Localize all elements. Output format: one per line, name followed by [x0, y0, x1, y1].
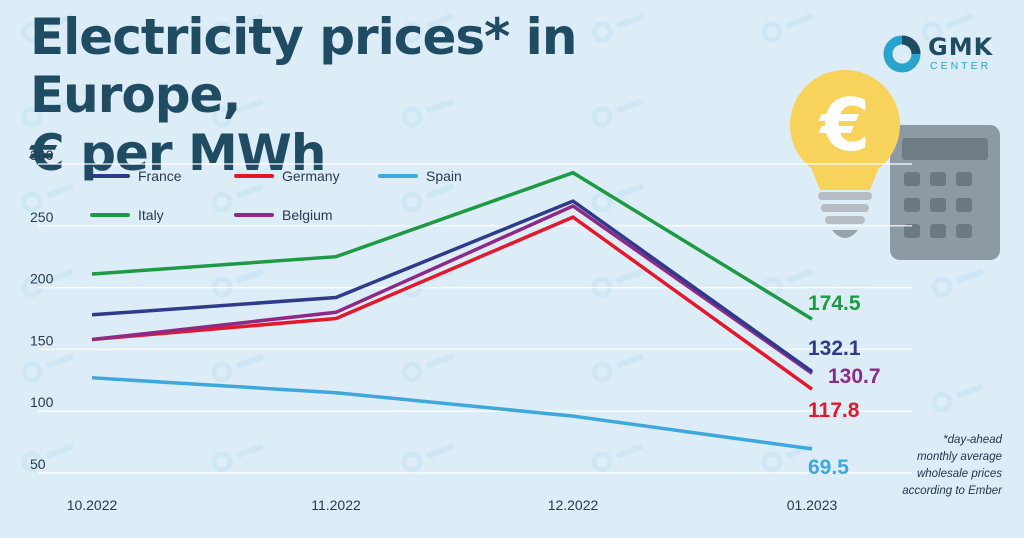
y-tick-label: 200	[30, 271, 54, 287]
legend-item-france: France	[90, 168, 182, 184]
footnote: *day-ahead monthly average wholesale pri…	[862, 432, 1002, 500]
legend-label: Belgium	[282, 207, 333, 223]
x-tick-label: 10.2022	[67, 497, 118, 513]
chart-title: Electricity prices* in Europe, € per MWh	[30, 8, 770, 182]
legend-item-belgium: Belgium	[234, 207, 333, 223]
y-tick-label: 300	[30, 147, 54, 163]
series-line-germany	[91, 215, 814, 391]
x-tick-label: 12.2022	[548, 497, 599, 513]
y-tick-label: 100	[30, 394, 54, 410]
title-line-2: € per MWh	[30, 124, 326, 182]
x-tick-label: 01.2023	[787, 497, 838, 513]
legend-label: Germany	[282, 168, 340, 184]
lightbulb-icon: €	[790, 70, 900, 238]
footnote-line: monthly average	[916, 451, 1002, 463]
logo-ring-icon	[883, 35, 921, 73]
end-label-germany: 117.8	[808, 399, 860, 422]
logo-subtitle: CENTER	[930, 60, 992, 72]
y-tick-label: 250	[30, 209, 54, 225]
y-tick-label: 150	[30, 332, 54, 348]
series-lines	[91, 170, 814, 451]
y-axis-ticks: 50 100 150 200 250 300	[30, 147, 54, 472]
x-tick-label: 11.2022	[311, 497, 361, 513]
grid	[38, 163, 912, 474]
legend-label: Spain	[426, 168, 462, 184]
gmk-center-logo: GMK CENTER	[882, 32, 1002, 76]
footnote-line: wholesale prices	[916, 468, 1002, 480]
series-line-france	[91, 199, 814, 373]
legend-item-spain: Spain	[378, 168, 462, 184]
bulb-calculator-illustration: €	[790, 70, 1000, 260]
legend-item-germany: Germany	[234, 168, 340, 184]
euro-symbol: €	[818, 83, 870, 167]
footnote-line: according to Ember	[902, 485, 1002, 497]
title-line-1: Electricity prices* in Europe,	[30, 8, 577, 124]
end-label-italy: 174.5	[808, 292, 861, 315]
calculator-icon	[890, 125, 1000, 260]
y-tick-label: 50	[30, 456, 46, 472]
footnote-line: *day-ahead	[943, 434, 1002, 446]
series-line-belgium	[91, 203, 814, 375]
legend: France Germany Spain Italy Belgium	[90, 168, 462, 223]
x-axis-ticks: 10.2022 11.2022 12.2022 01.2023	[67, 497, 838, 513]
end-labels: 132.1 117.8 69.5 174.5 130.7	[808, 292, 881, 479]
legend-item-italy: Italy	[90, 207, 164, 223]
legend-label: France	[138, 168, 182, 184]
end-label-spain: 69.5	[808, 456, 849, 479]
end-label-france: 132.1	[808, 337, 861, 360]
logo-name: GMK	[928, 33, 994, 61]
series-line-spain	[91, 376, 813, 451]
series-line-italy	[91, 170, 813, 321]
legend-label: Italy	[138, 207, 164, 223]
end-label-belgium: 130.7	[828, 365, 881, 388]
